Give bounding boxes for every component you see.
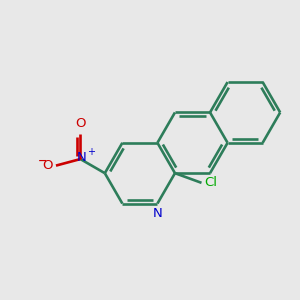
Text: Cl: Cl bbox=[204, 176, 217, 189]
Text: N: N bbox=[153, 207, 162, 220]
Text: +: + bbox=[87, 147, 95, 157]
Text: O: O bbox=[42, 159, 52, 172]
Text: N: N bbox=[77, 151, 87, 164]
Text: O: O bbox=[75, 117, 86, 130]
Text: −: − bbox=[38, 156, 47, 166]
